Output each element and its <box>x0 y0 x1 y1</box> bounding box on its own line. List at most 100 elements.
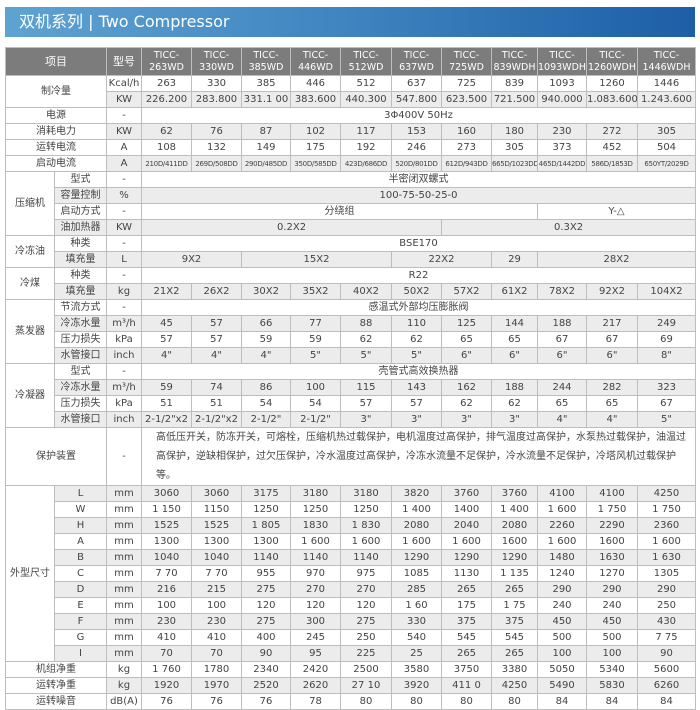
table-cell: 217 <box>586 315 638 332</box>
table-cell: 175 <box>441 597 492 614</box>
row-group-label: 冷煤 <box>5 267 55 300</box>
table-cell: 100 <box>537 645 587 662</box>
table-cell: 3760 <box>491 485 538 502</box>
row-sub-label: 压力损失 <box>54 331 107 348</box>
table-cell: 78X2 <box>537 283 587 300</box>
table-cell: 383.600 <box>290 91 341 108</box>
row-group-label: 运转电流 <box>5 139 107 156</box>
row-sub-label: 容量控制 <box>54 187 107 204</box>
table-cell: 2-1/2"x2 <box>191 411 242 428</box>
table-cell: 2040 <box>441 517 492 534</box>
row-unit: kPa <box>106 395 142 412</box>
table-cell: 230 <box>191 613 242 630</box>
table-cell: 410 <box>191 629 242 646</box>
table-cell: 2080 <box>491 517 538 534</box>
table-cell: 1260 <box>586 75 638 92</box>
header-model-5: TICC- 637WD <box>391 47 442 76</box>
table-cell: 2-1/2" <box>290 411 341 428</box>
table-cell: 5" <box>391 347 442 364</box>
table-cell: 54 <box>290 395 341 412</box>
row-unit: mm <box>106 581 142 598</box>
table-cell: 285 <box>391 581 442 598</box>
row-unit: mm <box>106 533 142 550</box>
table-cell: 3" <box>340 411 392 428</box>
table-cell: 4250 <box>491 677 538 694</box>
table-cell: 375 <box>441 613 492 630</box>
table-cell: 623.500 <box>441 91 492 108</box>
table-cell: 300 <box>290 613 341 630</box>
table-cell: 76 <box>191 123 242 140</box>
table-cell: 1 600 <box>391 533 442 550</box>
table-cell: 26X2 <box>191 283 242 300</box>
row-sub-label: D <box>54 581 107 598</box>
table-cell: 59 <box>241 331 291 348</box>
row-sub-label: 填充量 <box>54 283 107 300</box>
row-group-label: 启动电流 <box>5 155 107 172</box>
table-cell: 547.800 <box>391 91 442 108</box>
header-model-3: TICC- 446WD <box>290 47 341 76</box>
row-unit: - <box>106 235 142 252</box>
table-row: 容量控制% 100-75-50-25-0 <box>6 187 696 204</box>
row-sub-label: 启动方式 <box>54 203 107 220</box>
table-cell: 61X2 <box>491 283 538 300</box>
table-cell: 1780 <box>191 661 242 678</box>
table-cell: 77 <box>290 315 341 332</box>
table-cell: 78 <box>290 693 341 710</box>
table-cell: 375 <box>491 613 538 630</box>
table-cell: 57 <box>340 395 392 412</box>
row-unit: - <box>106 203 142 220</box>
table-cell: 125 <box>441 315 492 332</box>
table-cell: 7 70 <box>191 565 242 582</box>
table-cell: 970 <box>290 565 341 582</box>
table-cell: 275 <box>340 613 392 630</box>
row-group-label: 冷凝器 <box>5 363 55 428</box>
table-row: 制冷量 Kcal/h 263 330 385 446 512 637 725 839 1093 126… <box>5 75 696 108</box>
table-cell: 245 <box>290 629 341 646</box>
table-cell: 725 <box>441 75 492 92</box>
table-cell: 149 <box>241 139 291 156</box>
row-unit: L <box>106 251 142 268</box>
table-row: 水管接口 inch 2-1/2"x2 2-1/2"x2 2-1/2" 2-1/2" 3" 3"… <box>6 411 696 428</box>
table-cell: 446 <box>290 75 341 92</box>
table-row: 冷冻油 种类 - BSE170 <box>5 235 696 268</box>
table-cell: 305 <box>491 139 538 156</box>
table-cell: 839 <box>491 75 538 92</box>
table-cell: 120 <box>290 597 341 614</box>
table-cell: 100 <box>586 645 638 662</box>
table-cell: 3580 <box>391 661 442 678</box>
table-cell: 65 <box>586 395 638 412</box>
table-cell: 5600 <box>637 661 696 678</box>
table-cell: 87 <box>241 123 291 140</box>
table-cell: 69 <box>637 331 696 348</box>
table-cell: 2360 <box>637 517 696 534</box>
row-unit: mm <box>106 501 142 518</box>
table-cell: 25 <box>391 645 442 662</box>
table-cell: 65 <box>491 331 538 348</box>
row-unit: m³/h <box>106 315 142 332</box>
table-cell: 2290 <box>586 517 638 534</box>
table-cell: 1400 <box>441 501 492 518</box>
table-cell: 1600 <box>491 533 538 550</box>
header-model-6: TICC- 725WD <box>441 47 492 76</box>
table-row: 水管接口 inch 4" 4" 4" 5" 5" 5" 6" 6" 6" 6" 8" <box>6 347 696 364</box>
table-cell: 290 <box>586 581 638 598</box>
table-cell: 512 <box>340 75 392 92</box>
row-group-label: 机组净重 <box>5 661 107 678</box>
table-cell: 210D/411DD <box>141 155 192 172</box>
row-unit: mm <box>106 613 142 630</box>
table-cell: 40X2 <box>340 283 392 300</box>
table-cell: 612D/943DD <box>441 155 492 172</box>
table-cell: 162 <box>441 379 492 396</box>
table-cell: 450 <box>537 613 587 630</box>
table-row: 冷凝器 型式 - 壳管式高效换热器 <box>5 363 696 428</box>
table-cell: 9X2 <box>141 251 242 268</box>
table-cell: 57 <box>141 331 192 348</box>
row-sub-label: 型式 <box>54 171 107 188</box>
table-cell: 270 <box>340 581 392 598</box>
table-cell: 423D/686DD <box>340 155 392 172</box>
table-cell: 80 <box>391 693 442 710</box>
table-cell: 215 <box>191 581 242 598</box>
